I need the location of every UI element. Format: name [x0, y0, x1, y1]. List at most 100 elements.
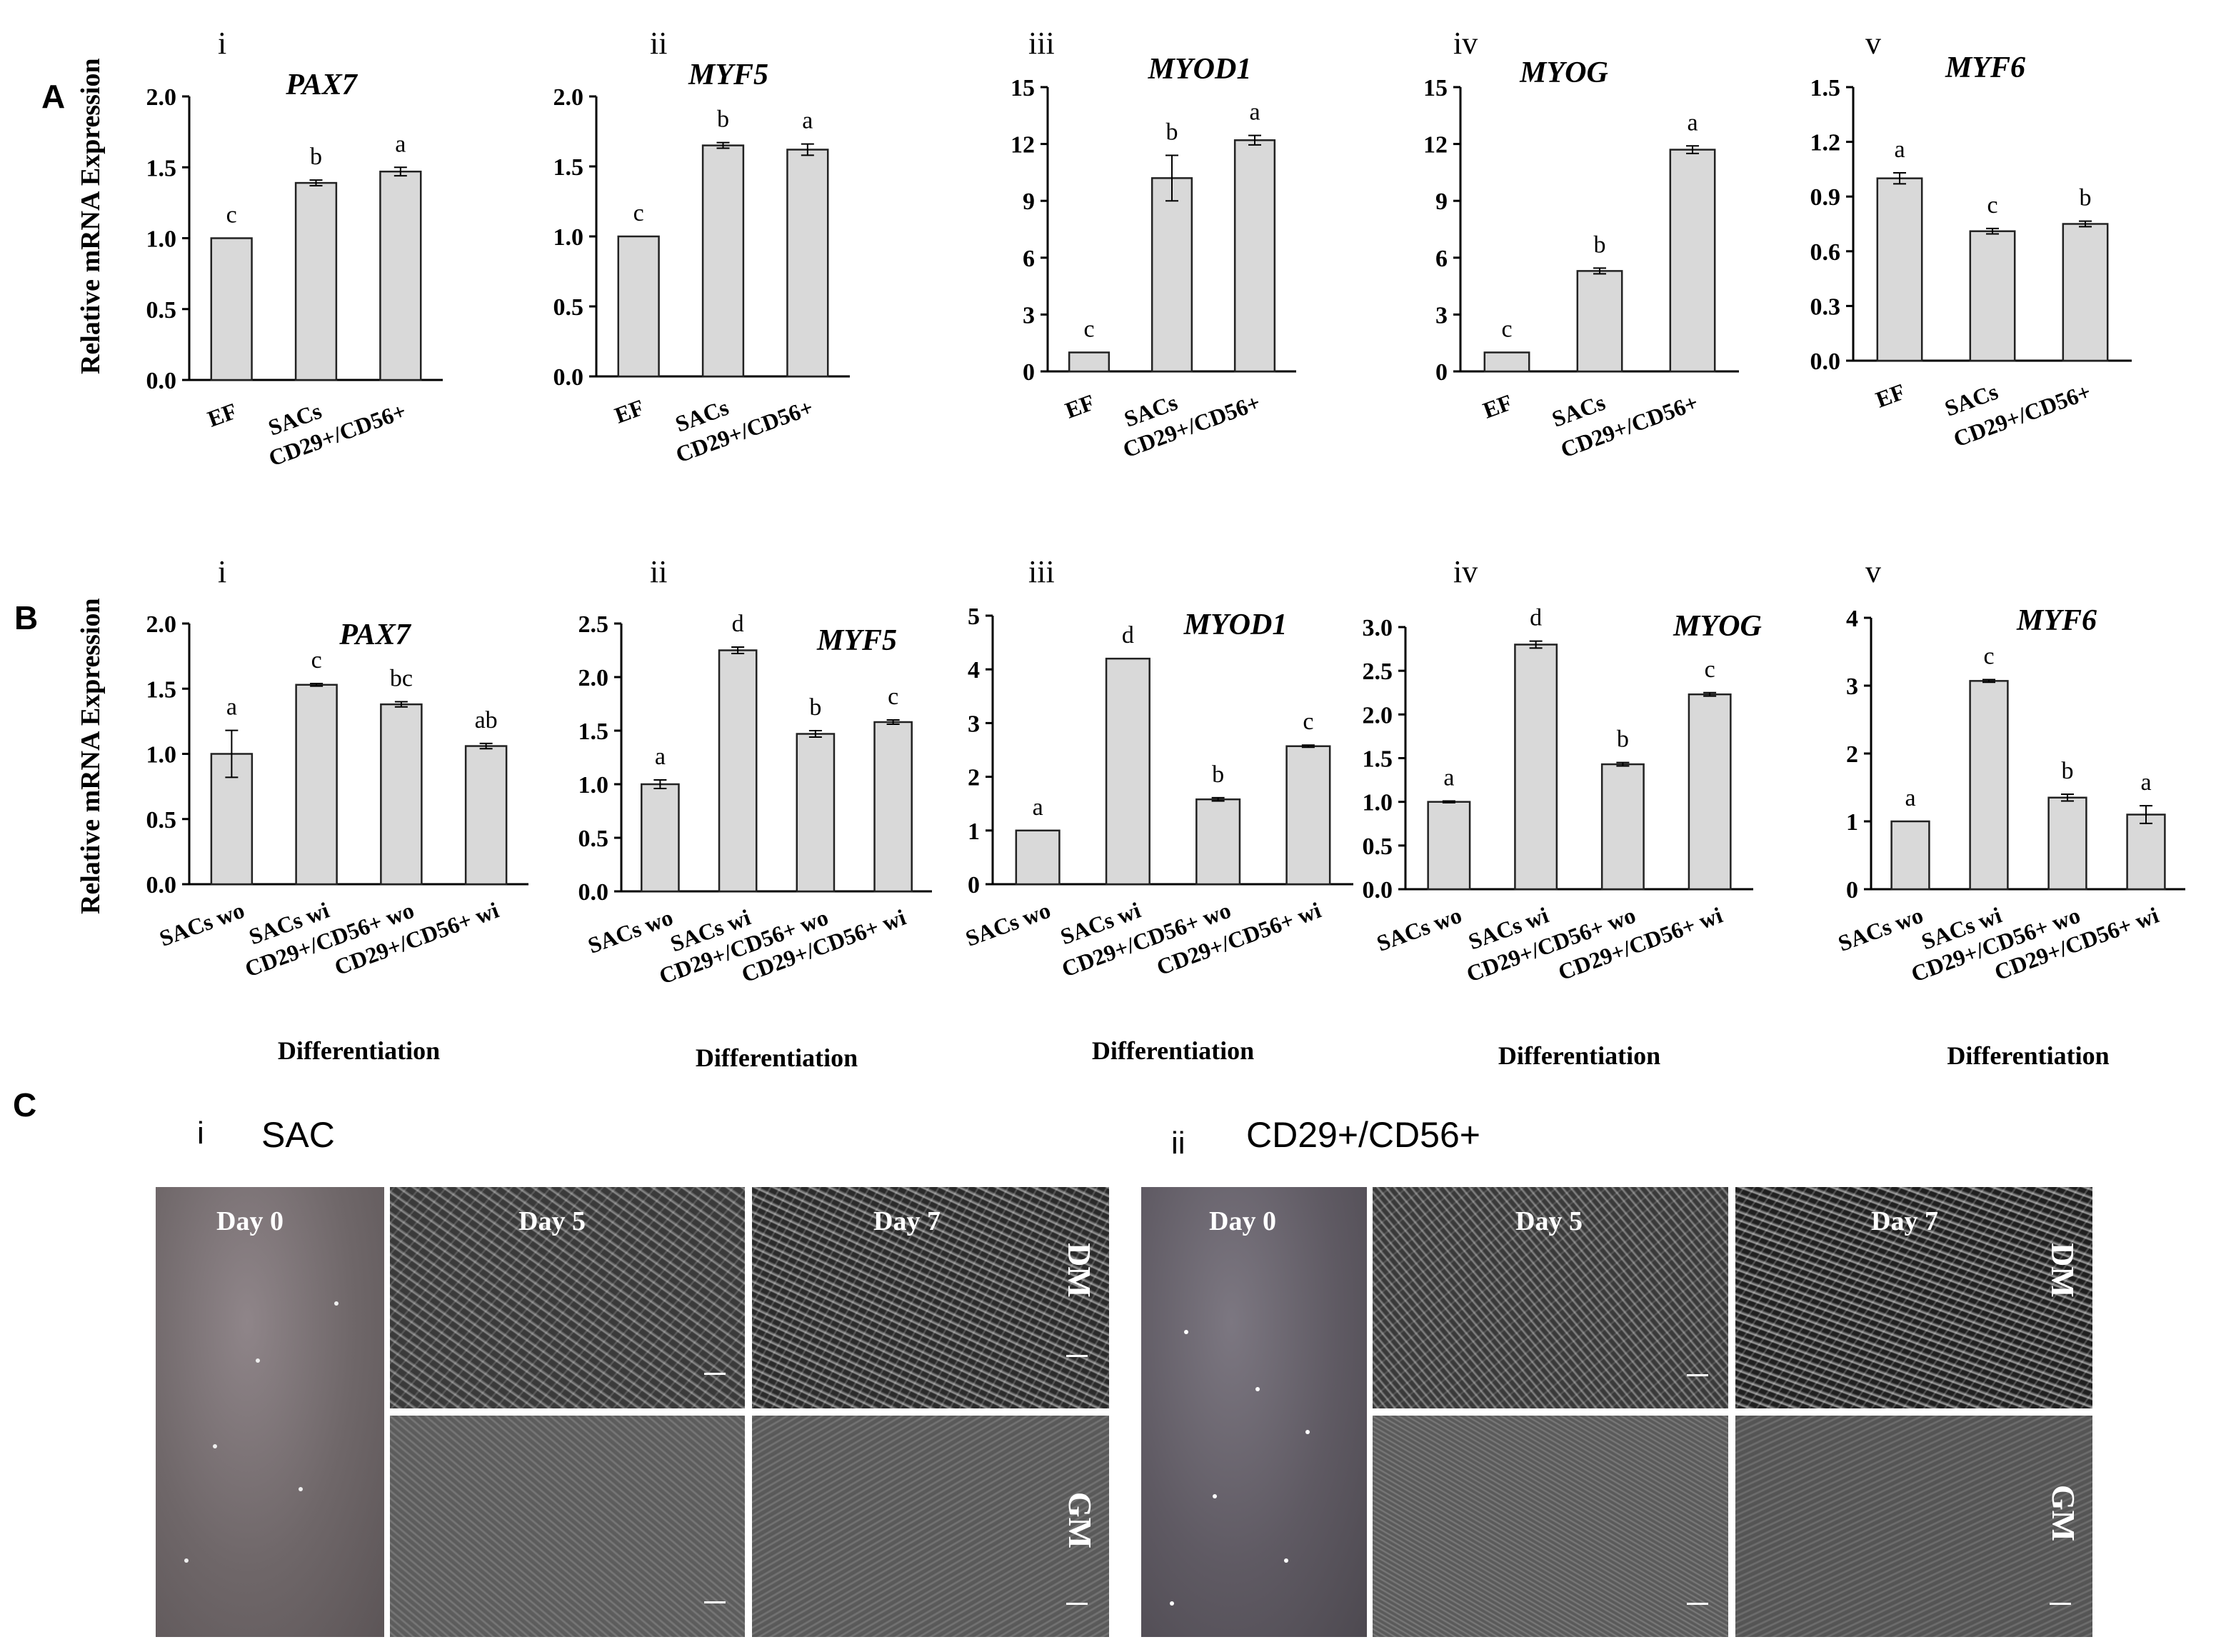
- chart-b-v-significance-letter: c: [1983, 643, 1994, 669]
- chart-b-i-y-tick-label: 0.5: [146, 807, 177, 833]
- chart-b-iii-y-tick-label: 3: [968, 711, 980, 737]
- chart-b-iv-x-axis-label: Differentiation: [1498, 1041, 1660, 1070]
- label-day5: Day 5: [1515, 1206, 1583, 1236]
- chart-b-iii-y-tick-label: 5: [968, 604, 980, 630]
- chart-a-iv-y-tick-label: 9: [1435, 189, 1448, 215]
- chart-b-v-y-tick-label: 3: [1846, 674, 1858, 700]
- dot: [334, 1301, 339, 1306]
- chart-a-iii-y-tick-label: 15: [1011, 75, 1035, 101]
- micrograph-cd29-day7-gm: GM: [1735, 1416, 2092, 1637]
- chart-b-ii-significance-letter: c: [888, 684, 898, 710]
- chart-b-iv-x-tick-label: SACs wo: [1373, 902, 1465, 956]
- chart-a-iii-y-tick-label: 9: [1023, 189, 1035, 215]
- scale-bar: [1066, 1355, 1088, 1357]
- chart-a-v-significance-letter: b: [2080, 185, 2092, 211]
- chart-a-ii-y-tick-label: 0.0: [553, 364, 584, 391]
- dot: [1305, 1430, 1310, 1434]
- chart-a-iv-x-tick-label: EF: [1480, 389, 1516, 424]
- chart-a-iv-significance-letter: a: [1687, 109, 1698, 136]
- panel-c-right-numeral: ii: [1171, 1126, 1185, 1161]
- chart-b-i-y-tick-label: 2.0: [146, 611, 177, 638]
- chart-a-iii-bar: [1150, 177, 1193, 373]
- label-day0: Day 0: [216, 1206, 284, 1236]
- chart-b-iii-bar: [1105, 657, 1150, 886]
- chart-a-ii-x-tick-label: EF: [611, 394, 648, 429]
- panel-letter-a: A: [41, 78, 66, 115]
- chart-a-iv-title: MYOG: [1519, 56, 1608, 89]
- chart-a-iii-x-tick-label: EF: [1062, 389, 1098, 424]
- chart-b-v-numeral: v: [1865, 554, 1881, 589]
- chart-b-ii-title: MYF5: [816, 624, 897, 657]
- chart-b-iv-y-tick-label: 0.5: [1363, 833, 1393, 860]
- chart-b-iv-y-tick-label: 3.0: [1363, 615, 1393, 641]
- chart-a-iv-bar: [1483, 351, 1530, 373]
- chart-b-v-bar: [1890, 820, 1930, 891]
- panel-c-left-title: SAC: [261, 1115, 335, 1155]
- chart-a-ii-y-tick-label: 0.5: [553, 294, 584, 321]
- chart-a-iii-bar: [1233, 139, 1276, 373]
- dot: [1213, 1494, 1217, 1498]
- label-dm: DM: [1061, 1243, 1098, 1298]
- micrograph-sac-day7-gm: GM: [752, 1416, 1109, 1637]
- chart-b-i-significance-letter: ab: [475, 707, 498, 734]
- chart-a-v-y-tick-label: 1.5: [1810, 75, 1841, 101]
- chart-b-iii-y-tick-label: 4: [968, 657, 980, 684]
- chart-a-iv-y-tick-label: 0: [1435, 359, 1448, 386]
- chart-b-iii-significance-letter: b: [1212, 761, 1224, 788]
- chart-b-ii-bar: [873, 721, 913, 893]
- chart-a-v-significance-letter: a: [1894, 136, 1905, 163]
- panel-c-left-numeral: i: [197, 1116, 204, 1151]
- chart-a-ii-significance-letter: c: [633, 200, 644, 226]
- chart-a-i-y-tick-label: 0.5: [146, 297, 177, 324]
- chart-a-v-y-tick-label: 1.2: [1810, 130, 1841, 156]
- chart-b-v-y-tick-label: 4: [1846, 606, 1858, 632]
- chart-b-iii-y-tick-label: 0: [968, 872, 980, 898]
- dot: [1170, 1601, 1174, 1606]
- label-gm: GM: [1062, 1491, 1099, 1549]
- chart-a-v-title: MYF6: [1945, 51, 2025, 84]
- chart-b-ii-y-tick-label: 2.0: [578, 665, 609, 691]
- chart-a-v-bar: [2062, 223, 2109, 362]
- chart-b-ii-bar: [641, 783, 680, 893]
- chart-b-iv-y-tick-label: 1.0: [1363, 790, 1393, 816]
- chart-a-ii-y-tick-label: 1.0: [553, 224, 584, 251]
- chart-a-iv-bar: [1669, 149, 1716, 373]
- chart-a-iv-y-tick-label: 6: [1435, 246, 1448, 272]
- chart-b-iii-title: MYOD1: [1183, 609, 1288, 641]
- panel-letter-c: C: [13, 1086, 37, 1123]
- micrograph-sac-day7-dm: Day 7 DM: [752, 1187, 1109, 1408]
- scale-bar: [1687, 1603, 1708, 1605]
- chart-b-ii-y-tick-label: 0.0: [578, 879, 609, 906]
- chart-b-ii-y-tick-label: 1.0: [578, 772, 609, 799]
- chart-b-v-bar: [1969, 680, 2009, 891]
- chart-b-iii-bar: [1195, 798, 1241, 886]
- micrograph-cd29-day5-gm: [1373, 1416, 1728, 1637]
- label-gm: GM: [2045, 1484, 2082, 1542]
- chart-b-v-bar: [2047, 796, 2087, 891]
- chart-a-v-bar: [1876, 177, 1923, 362]
- chart-b-v-x-axis-label: Differentiation: [1947, 1041, 2109, 1070]
- chart-a-v-y-tick-label: 0.0: [1810, 349, 1841, 375]
- chart-a-i-title: PAX7: [285, 69, 359, 101]
- chart-a-iv-y-tick-label: 12: [1423, 132, 1448, 159]
- chart-b-ii-y-tick-label: 1.5: [578, 719, 609, 745]
- chart-a-i-significance-letter: a: [395, 131, 406, 157]
- chart-b-ii-y-tick-label: 0.5: [578, 826, 609, 852]
- chart-b-ii-x-axis-label: Differentiation: [696, 1043, 858, 1071]
- chart-b-v-significance-letter: a: [2140, 769, 2151, 796]
- chart-a-iii-y-tick-label: 12: [1011, 132, 1035, 159]
- chart-a-ii-title: MYF5: [688, 59, 768, 91]
- chart-a-iv-numeral: iv: [1453, 26, 1478, 61]
- chart-b-i-bar: [295, 684, 338, 886]
- chart-b-iv-significance-letter: d: [1530, 605, 1542, 631]
- chart-a-iii-significance-letter: c: [1083, 316, 1094, 342]
- chart-b-i-significance-letter: a: [226, 694, 237, 721]
- dot: [256, 1358, 260, 1363]
- chart-b-iv-significance-letter: a: [1443, 764, 1454, 791]
- chart-b-i-y-tick-label: 1.0: [146, 742, 177, 769]
- chart-a-i-bar: [294, 181, 338, 381]
- chart-b-iii-x-axis-label: Differentiation: [1092, 1036, 1254, 1065]
- chart-a-v-y-tick-label: 0.6: [1810, 239, 1841, 266]
- chart-b-iv-y-tick-label: 0.0: [1363, 877, 1393, 903]
